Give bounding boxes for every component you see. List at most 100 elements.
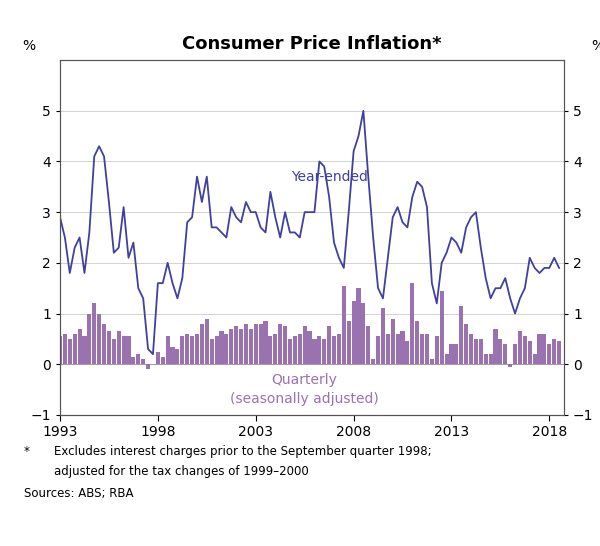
Text: *: * xyxy=(24,445,30,458)
Bar xyxy=(552,339,556,364)
Bar xyxy=(474,339,478,364)
Bar xyxy=(406,341,409,364)
Bar xyxy=(215,336,218,364)
Bar xyxy=(508,364,512,367)
Bar xyxy=(209,339,214,364)
Title: Consumer Price Inflation*: Consumer Price Inflation* xyxy=(182,35,442,53)
Bar xyxy=(366,327,370,364)
Bar xyxy=(131,357,136,364)
Bar xyxy=(127,336,131,364)
Bar xyxy=(395,334,400,364)
Bar xyxy=(170,347,175,364)
Bar xyxy=(73,334,77,364)
Bar xyxy=(112,339,116,364)
Bar xyxy=(283,327,287,364)
Bar xyxy=(322,339,326,364)
Bar xyxy=(386,334,390,364)
Bar xyxy=(259,324,263,364)
Bar xyxy=(107,331,111,364)
Bar xyxy=(190,336,194,364)
Bar xyxy=(298,334,302,364)
Bar xyxy=(533,354,536,364)
Bar xyxy=(97,313,101,364)
Bar xyxy=(410,283,415,364)
Bar xyxy=(82,336,86,364)
Bar xyxy=(122,336,125,364)
Bar xyxy=(381,308,385,364)
Bar xyxy=(141,359,145,364)
Bar xyxy=(278,324,282,364)
Bar xyxy=(327,327,331,364)
Bar xyxy=(195,334,199,364)
Bar xyxy=(288,339,292,364)
Bar xyxy=(161,357,165,364)
Text: Excludes interest charges prior to the September quarter 1998;: Excludes interest charges prior to the S… xyxy=(54,445,431,458)
Bar xyxy=(185,334,189,364)
Bar xyxy=(503,344,508,364)
Bar xyxy=(307,331,311,364)
Bar xyxy=(317,336,322,364)
Bar xyxy=(156,352,160,364)
Bar xyxy=(493,329,497,364)
Bar xyxy=(542,334,547,364)
Bar xyxy=(220,331,224,364)
Bar xyxy=(484,354,488,364)
Bar xyxy=(469,334,473,364)
Bar xyxy=(102,324,106,364)
Bar xyxy=(352,301,356,364)
Bar xyxy=(180,336,184,364)
Bar xyxy=(488,354,493,364)
Bar xyxy=(205,319,209,364)
Bar xyxy=(254,324,258,364)
Bar xyxy=(523,336,527,364)
Bar xyxy=(547,344,551,364)
Bar xyxy=(391,319,395,364)
Text: adjusted for the tax changes of 1999–2000: adjusted for the tax changes of 1999–200… xyxy=(54,465,309,478)
Bar xyxy=(58,336,62,364)
Bar xyxy=(454,344,458,364)
Bar xyxy=(332,336,336,364)
Bar xyxy=(268,336,272,364)
Bar xyxy=(88,313,91,364)
Bar xyxy=(361,304,365,364)
Bar xyxy=(263,321,268,364)
Bar xyxy=(499,339,502,364)
Bar xyxy=(513,344,517,364)
Text: Quarterly
(seasonally adjusted): Quarterly (seasonally adjusted) xyxy=(230,373,379,406)
Text: %: % xyxy=(592,39,600,53)
Bar xyxy=(449,344,454,364)
Bar xyxy=(68,339,72,364)
Text: %: % xyxy=(22,39,35,53)
Bar xyxy=(342,286,346,364)
Text: Sources: ABS; RBA: Sources: ABS; RBA xyxy=(24,487,133,500)
Bar xyxy=(302,327,307,364)
Bar xyxy=(527,341,532,364)
Bar xyxy=(337,334,341,364)
Bar xyxy=(538,334,542,364)
Bar xyxy=(136,354,140,364)
Bar xyxy=(440,291,444,364)
Bar xyxy=(435,336,439,364)
Bar xyxy=(224,334,229,364)
Bar xyxy=(166,336,170,364)
Bar xyxy=(420,334,424,364)
Bar xyxy=(400,331,404,364)
Bar xyxy=(459,306,463,364)
Bar xyxy=(77,329,82,364)
Bar xyxy=(234,327,238,364)
Bar xyxy=(200,324,204,364)
Bar xyxy=(249,329,253,364)
Bar xyxy=(116,331,121,364)
Bar xyxy=(356,288,361,364)
Bar xyxy=(415,321,419,364)
Bar xyxy=(273,334,277,364)
Bar xyxy=(430,359,434,364)
Bar xyxy=(445,354,449,364)
Bar xyxy=(347,321,351,364)
Bar xyxy=(244,324,248,364)
Bar xyxy=(479,339,483,364)
Bar xyxy=(293,336,297,364)
Bar xyxy=(229,329,233,364)
Bar xyxy=(63,334,67,364)
Bar xyxy=(371,359,375,364)
